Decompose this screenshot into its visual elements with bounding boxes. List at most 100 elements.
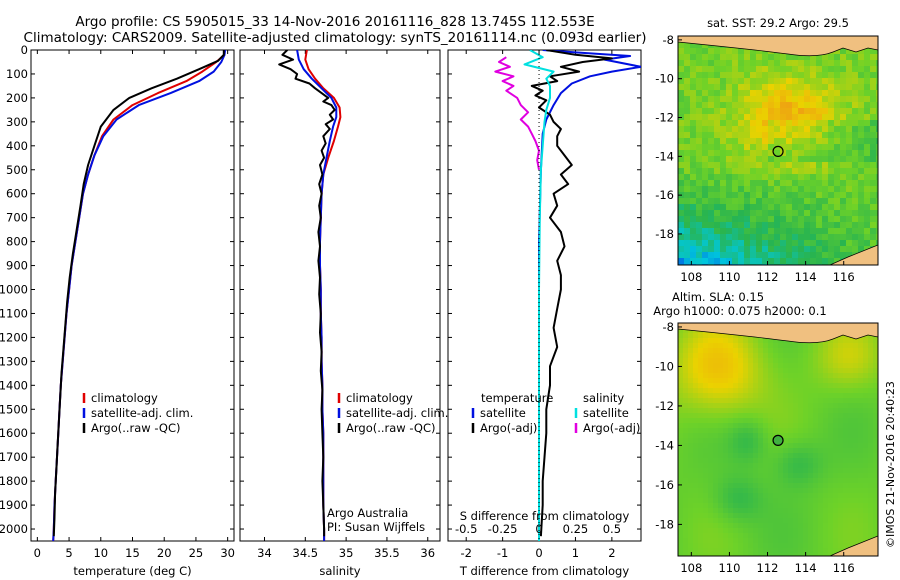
sla_map-cell	[733, 478, 739, 484]
sla_map-cell	[738, 458, 744, 464]
sst_map-cell	[822, 132, 829, 139]
sla_map-cell	[823, 408, 829, 414]
sla_map-cell	[778, 348, 784, 354]
sla_map-cell	[728, 513, 734, 519]
sla_map-cell	[778, 388, 784, 394]
sla_map-cell	[723, 463, 729, 469]
sla_map-cell	[758, 428, 764, 434]
sla_map-cell	[693, 453, 699, 459]
sst_map-cell	[744, 96, 751, 103]
sst_map-cell	[858, 96, 865, 103]
sla_map-cell	[858, 423, 864, 429]
sst_map-cell	[774, 60, 781, 67]
sst_map-cell	[708, 192, 715, 199]
sla_map-cell	[703, 393, 709, 399]
sst_map-cell	[810, 162, 817, 169]
sla_map-cell	[738, 498, 744, 504]
sst_map-cell	[804, 258, 811, 265]
sla_map-cell	[688, 543, 694, 549]
sla_map-cell	[858, 413, 864, 419]
sst_map-cell	[804, 126, 811, 133]
sla_map-cell	[778, 358, 784, 364]
sst_map-cell	[864, 180, 871, 187]
sla_map-cell	[828, 478, 834, 484]
sla_map-australia-coast	[829, 535, 878, 556]
sla_map-cell	[763, 363, 769, 369]
sst_map-cell	[732, 108, 739, 115]
sst_map-cell	[876, 114, 878, 121]
sst_map-cell	[774, 204, 781, 211]
sst_map-cell	[798, 204, 805, 211]
sla_map-cell	[788, 343, 794, 349]
sla_map-cell	[718, 553, 724, 556]
sst_map-cell	[732, 96, 739, 103]
sst_map-cell	[696, 162, 703, 169]
sla_map-cell	[703, 388, 709, 394]
sst_map-cell	[690, 48, 697, 55]
sst_map-cell	[678, 240, 685, 247]
sla_map-cell	[733, 408, 739, 414]
sla_map-cell	[723, 423, 729, 429]
sst_map-cell	[690, 72, 697, 79]
sla_map-cell	[803, 453, 809, 459]
sla_map-cell	[778, 493, 784, 499]
sla_map-cell	[843, 483, 849, 489]
sla_map-cell	[853, 343, 859, 349]
sla_map-cell	[783, 533, 789, 539]
sst_map-cell	[864, 216, 871, 223]
sst_map-cell	[810, 90, 817, 97]
sst_map-cell	[798, 54, 805, 61]
sst_map-cell	[834, 186, 841, 193]
sla_map-cell	[873, 423, 878, 429]
sst_map-cell	[864, 48, 871, 55]
sla_map-cell	[788, 368, 794, 374]
sla_map-cell	[853, 363, 859, 369]
sla_map-cell	[788, 478, 794, 484]
sla_map-cell	[843, 433, 849, 439]
sst_map-cell	[834, 102, 841, 109]
sst_map-cell	[798, 132, 805, 139]
sla_map-cell	[728, 458, 734, 464]
sla_map-cell	[713, 498, 719, 504]
sla_map-cell	[748, 543, 754, 549]
sst_map-cell	[822, 66, 829, 73]
sla_map-cell	[783, 453, 789, 459]
sst_map-cell	[732, 84, 739, 91]
sst_map-cell	[768, 132, 775, 139]
sst_map-ytick-label: -18	[655, 227, 674, 241]
sla_map-cell	[823, 418, 829, 424]
sst_map-cell	[738, 108, 745, 115]
sla_map-cell	[873, 458, 878, 464]
sla_map-cell	[828, 463, 834, 469]
sla_map-cell	[788, 413, 794, 419]
sla_map-cell	[823, 358, 829, 364]
sst_map-cell	[750, 186, 757, 193]
sla_map-cell	[703, 378, 709, 384]
sla_map-cell	[828, 408, 834, 414]
sla_map-cell	[853, 493, 859, 499]
sla_map-cell	[703, 423, 709, 429]
sst_map-cell	[870, 162, 877, 169]
sla_map-cell	[788, 553, 794, 556]
sst_map-cell	[696, 120, 703, 127]
sla_map-cell	[733, 528, 739, 534]
sst_map-cell	[726, 204, 733, 211]
sla_map-cell	[843, 518, 849, 524]
sst_map-cell	[792, 144, 799, 151]
sla_map-cell	[678, 338, 684, 344]
sst_map-cell	[690, 162, 697, 169]
sla_map-cell	[723, 528, 729, 534]
sla_map-cell	[868, 523, 874, 529]
sla_map-cell	[793, 393, 799, 399]
sla_map-cell	[753, 338, 759, 344]
sla_map-cell	[763, 428, 769, 434]
sst_map-cell	[852, 168, 859, 175]
sla_map-cell	[808, 428, 814, 434]
sla_map-cell	[743, 348, 749, 354]
salinity-diff-tick-label: 0.25	[563, 522, 589, 536]
sla_map-cell	[703, 368, 709, 374]
sla_map-cell	[768, 538, 774, 544]
sst_map-cell	[834, 222, 841, 229]
sla_map-cell	[838, 458, 844, 464]
sst_map-cell	[840, 240, 847, 247]
